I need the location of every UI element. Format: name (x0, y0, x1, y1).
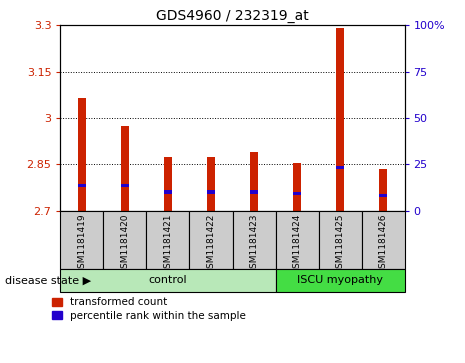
Text: GSM1181425: GSM1181425 (336, 213, 345, 274)
Bar (293, 163, 301, 211)
Title: GDS4960 / 232319_at: GDS4960 / 232319_at (156, 9, 309, 23)
Text: GSM1181424: GSM1181424 (292, 213, 301, 274)
Bar (293, 192, 301, 195)
Bar (190, 211, 232, 269)
Bar (121, 126, 129, 211)
Text: control: control (149, 276, 187, 285)
Bar (319, 211, 362, 269)
Text: GSM1181426: GSM1181426 (379, 213, 387, 274)
Text: GSM1181423: GSM1181423 (250, 213, 259, 274)
Bar (336, 28, 344, 211)
Bar (103, 211, 146, 269)
Bar (379, 193, 387, 197)
Bar (232, 211, 275, 269)
Bar (164, 191, 172, 193)
Text: GSM1181422: GSM1181422 (206, 213, 215, 274)
Bar (275, 211, 319, 269)
Bar (379, 169, 387, 211)
Bar (146, 211, 190, 269)
Bar (60, 211, 103, 269)
Bar (78, 98, 86, 211)
Text: disease state ▶: disease state ▶ (5, 276, 91, 285)
Bar (78, 184, 86, 187)
Legend: transformed count, percentile rank within the sample: transformed count, percentile rank withi… (52, 297, 246, 321)
Bar (336, 166, 344, 169)
Text: GSM1181420: GSM1181420 (120, 213, 129, 274)
Text: GSM1181419: GSM1181419 (78, 213, 86, 274)
Bar (275, 269, 405, 292)
Bar (362, 211, 405, 269)
Bar (60, 269, 275, 292)
Bar (164, 156, 172, 211)
Bar (121, 184, 129, 187)
Bar (207, 156, 215, 211)
Bar (250, 152, 258, 211)
Text: ISCU myopathy: ISCU myopathy (297, 276, 383, 285)
Bar (250, 191, 258, 193)
Bar (207, 191, 215, 193)
Text: GSM1181421: GSM1181421 (164, 213, 173, 274)
